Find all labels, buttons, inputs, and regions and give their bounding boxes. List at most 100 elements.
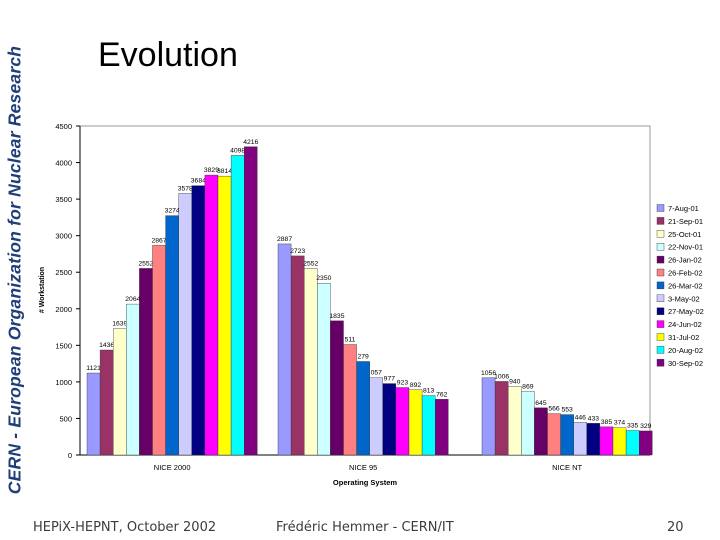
bar — [99, 349, 114, 456]
legend-swatch — [656, 320, 665, 328]
bar — [421, 395, 436, 456]
bar — [217, 175, 232, 456]
data-label: 4098 — [230, 147, 245, 154]
legend-label: 3-May-02 — [668, 294, 700, 303]
bar — [277, 243, 292, 456]
data-label: 1835 — [329, 313, 344, 320]
data-label: 940 — [509, 378, 521, 385]
bar — [126, 303, 140, 456]
x-tick-label: NICE NT — [552, 463, 582, 472]
x-tick-label: NICE 95 — [349, 463, 377, 472]
bar — [408, 389, 423, 456]
data-label: 645 — [535, 400, 547, 407]
data-label: 057 — [371, 370, 383, 377]
data-label: 4216 — [243, 139, 258, 146]
legend-label: 20-Aug-02 — [668, 346, 703, 355]
bar — [243, 146, 258, 456]
bar — [639, 430, 653, 456]
bar — [343, 344, 357, 456]
bar — [356, 361, 370, 456]
legend-swatch — [656, 268, 665, 277]
data-label: 1006 — [494, 373, 509, 380]
bar — [382, 383, 397, 456]
bar — [612, 427, 627, 456]
legend-swatch — [656, 242, 665, 251]
footer-event: HEPiX-HEPNT, October 2002 — [33, 520, 217, 535]
bar — [625, 430, 640, 456]
legend-swatch — [656, 255, 665, 264]
bar — [599, 426, 614, 456]
bar — [534, 407, 548, 456]
bar — [204, 174, 219, 456]
y-tick-label: 2000 — [55, 305, 72, 314]
y-tick-label: 500 — [59, 414, 72, 423]
data-label: 3814 — [217, 168, 232, 175]
bar — [152, 245, 166, 456]
y-tick-label: 2500 — [55, 268, 72, 277]
data-label: 2350 — [316, 275, 331, 282]
bar — [560, 414, 574, 456]
legend-swatch — [656, 307, 665, 315]
data-label: 3274 — [165, 208, 180, 215]
legend-label: 25-Oct-01 — [668, 230, 701, 239]
data-label: 923 — [397, 380, 409, 387]
data-label: 2723 — [290, 248, 305, 255]
legend-label: 31-Jul-02 — [668, 333, 699, 342]
legend-label: 22-Nov-01 — [668, 243, 703, 252]
data-label: 446 — [575, 414, 587, 421]
data-label: 329 — [640, 423, 652, 430]
bar — [586, 423, 601, 456]
legend-label: 21-Sep-01 — [668, 217, 703, 226]
data-label: 762 — [436, 391, 448, 398]
y-tick-label: 0 — [68, 451, 72, 460]
data-label: 1121 — [86, 365, 101, 372]
bar — [178, 193, 192, 456]
bar — [481, 377, 496, 456]
bar — [86, 372, 101, 456]
data-label: 2867 — [151, 237, 166, 244]
data-label: 433 — [588, 415, 600, 422]
footer-author: Frédéric Hemmer - CERN/IT — [276, 520, 454, 535]
data-label: 892 — [410, 382, 422, 389]
bar — [573, 422, 588, 456]
bar — [317, 282, 331, 456]
legend-label: 26-Mar-02 — [668, 281, 703, 290]
bar — [508, 386, 522, 456]
data-label: 813 — [423, 388, 435, 395]
data-label: 977 — [384, 376, 396, 383]
legend-swatch — [656, 294, 665, 302]
data-label: 3829 — [204, 167, 219, 174]
data-label: 1056 — [481, 370, 496, 377]
bar — [112, 328, 127, 456]
legend-swatch — [656, 333, 665, 341]
y-tick-label: 3500 — [55, 195, 72, 204]
legend-swatch — [656, 204, 665, 212]
data-label: 374 — [614, 420, 626, 427]
data-label: 869 — [522, 383, 534, 390]
data-label: 2552 — [138, 260, 153, 267]
data-label: 2064 — [125, 296, 140, 303]
legend-swatch — [656, 281, 665, 290]
bar — [521, 391, 535, 456]
data-label: 1639 — [112, 321, 127, 328]
data-label: 2552 — [303, 260, 318, 267]
legend-label: 24-Jun-02 — [668, 320, 702, 329]
legend-label: 26-Jan-02 — [668, 256, 702, 265]
x-axis-label: Operating System — [333, 478, 398, 487]
legend-swatch — [656, 217, 665, 225]
data-label: 1436 — [99, 342, 114, 349]
y-tick-label: 1500 — [55, 341, 72, 350]
data-label: 566 — [548, 406, 560, 413]
bar — [191, 185, 206, 456]
bar — [165, 215, 179, 456]
legend-label: 30-Sep-02 — [668, 359, 703, 368]
bar — [435, 399, 449, 456]
data-label: 3578 — [178, 185, 193, 192]
bar — [290, 255, 305, 456]
slide-title: Evolution — [98, 36, 238, 74]
data-label: 511 — [345, 337, 356, 344]
data-label: 385 — [601, 419, 613, 426]
data-label: 3684 — [191, 178, 206, 185]
legend-label: 26-Feb-02 — [668, 269, 703, 278]
